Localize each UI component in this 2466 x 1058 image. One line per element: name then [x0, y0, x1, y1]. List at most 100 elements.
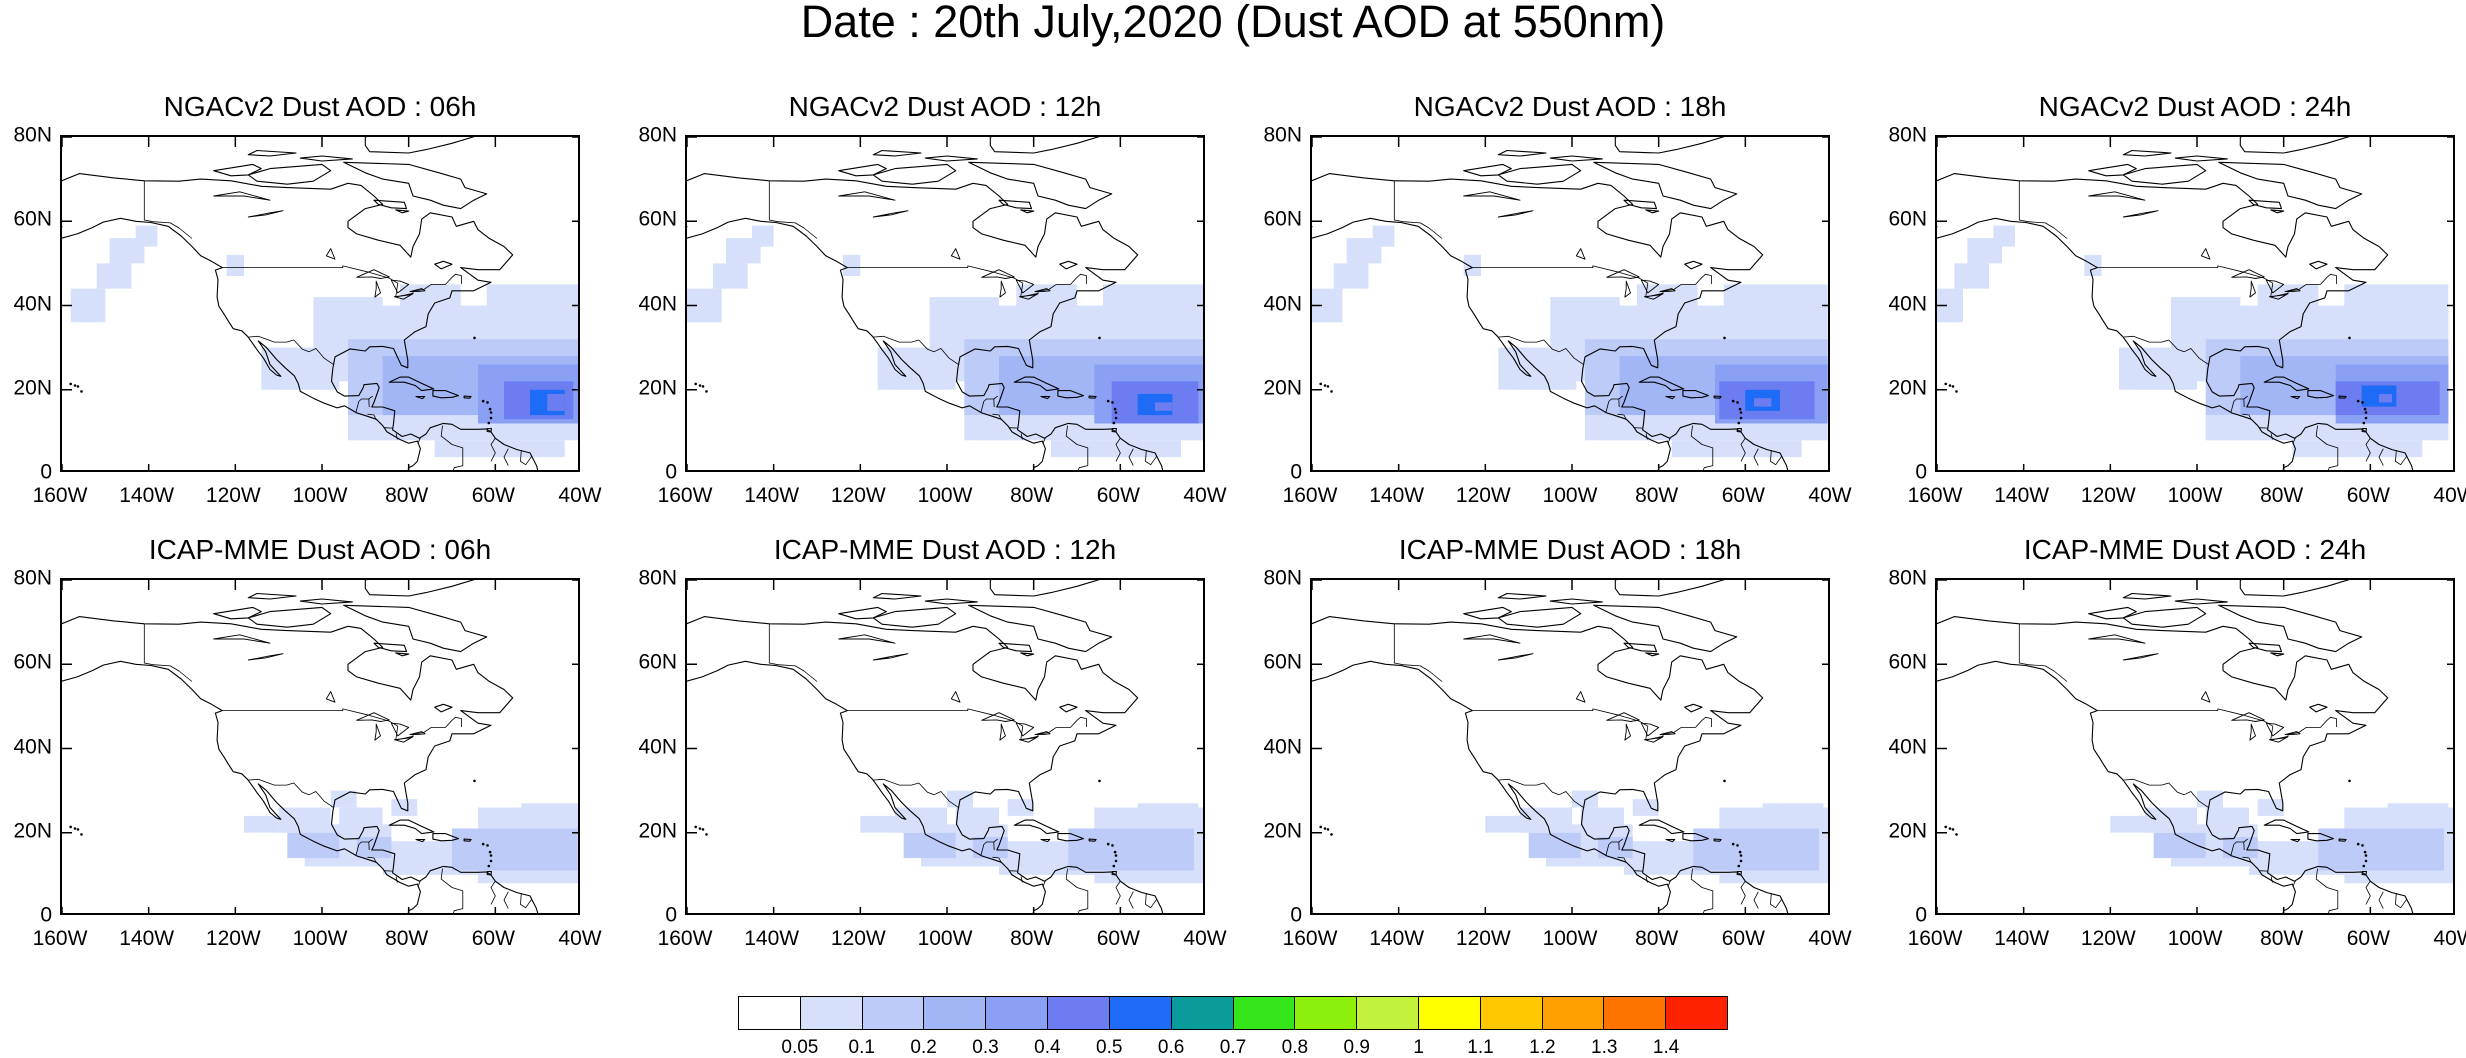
- lat-tick-label: 60N: [1875, 209, 1927, 230]
- lon-tick-label: 120W: [206, 928, 261, 949]
- lat-tick-label: 40N: [0, 293, 52, 314]
- lon-tick-label: 100W: [1543, 485, 1598, 506]
- colorbar-label: 0.7: [1220, 1038, 1246, 1057]
- lon-tick-label: 100W: [293, 485, 348, 506]
- island-outline: [2123, 164, 2205, 184]
- island-outline: [1464, 164, 1512, 175]
- lon-tick-label: 140W: [744, 928, 799, 949]
- island-outline: [248, 151, 296, 157]
- island-dot: [1330, 390, 1333, 393]
- coastline: [1937, 639, 2295, 915]
- island-dot: [1723, 337, 1726, 340]
- lat-tick-label: 60N: [625, 209, 677, 230]
- island-dot: [74, 827, 77, 830]
- lake-outline: [2266, 723, 2283, 736]
- island-outline: [839, 607, 887, 618]
- island-outline: [2240, 580, 2361, 596]
- colorbar-swatch: [1110, 997, 1172, 1029]
- map-svg: [687, 580, 1205, 915]
- lon-tick-label: 40W: [558, 485, 601, 506]
- country-border: [1741, 881, 1745, 904]
- aod-cell: [2110, 816, 2145, 833]
- island-dot: [488, 865, 491, 868]
- island-dot: [2365, 411, 2368, 414]
- island-dot: [1327, 828, 1330, 831]
- island-outline: [2089, 607, 2137, 618]
- lon-tick-label: 160W: [1908, 485, 1963, 506]
- lat-tick-label: 40N: [1875, 736, 1927, 757]
- panel-title: NGACv2 Dust AOD : 18h: [1310, 93, 1830, 121]
- island-dot: [1736, 844, 1739, 847]
- panel-title: NGACv2 Dust AOD : 06h: [60, 93, 580, 121]
- island-dot: [486, 401, 489, 404]
- island-outline: [969, 162, 1112, 208]
- aod-cell: [1633, 799, 1659, 816]
- island-dot: [2348, 337, 2351, 340]
- lon-tick-label: 100W: [918, 485, 973, 506]
- island-dot: [489, 851, 492, 854]
- colorbar-label: 0.3: [972, 1038, 998, 1057]
- island-dot: [1098, 337, 1101, 340]
- map-svg: [1312, 580, 1830, 915]
- island-dot: [1330, 833, 1333, 836]
- aod-cell: [452, 829, 578, 871]
- lon-tick-label: 80W: [1635, 485, 1678, 506]
- lake-outline: [2201, 692, 2210, 703]
- lat-tick-label: 20N: [1250, 377, 1302, 398]
- island-dot: [1111, 401, 1114, 404]
- lat-tick-label: 20N: [625, 820, 677, 841]
- island-outline: [1639, 820, 1684, 834]
- colorbar-label: 0.5: [1096, 1038, 1122, 1057]
- lon-tick-label: 80W: [2260, 928, 2303, 949]
- lat-tick-label: 0: [0, 462, 52, 483]
- colorbar-label: 0.6: [1158, 1038, 1184, 1057]
- lon-tick-label: 60W: [1097, 928, 1140, 949]
- island-dot: [1949, 384, 1952, 387]
- island-dot: [80, 390, 83, 393]
- island-outline: [873, 607, 955, 627]
- island-outline: [435, 261, 452, 269]
- colorbar-label: 0.1: [849, 1038, 875, 1057]
- aod-cell: [1008, 799, 1034, 816]
- island-dot: [2363, 865, 2366, 868]
- island-dot: [705, 833, 708, 836]
- coastline: [1312, 639, 1670, 915]
- lat-tick-label: 80N: [1250, 125, 1302, 146]
- country-border: [769, 181, 817, 239]
- island-outline: [1594, 162, 1737, 208]
- country-border: [2379, 892, 2383, 909]
- aod-cell: [1598, 837, 1633, 858]
- panel-title: ICAP-MME Dust AOD : 12h: [685, 536, 1205, 564]
- lon-tick-label: 140W: [1369, 928, 1424, 949]
- lat-tick-label: 20N: [1250, 820, 1302, 841]
- island-outline: [1021, 210, 1034, 213]
- island-dot: [694, 826, 697, 829]
- aod-cell: [227, 255, 244, 276]
- island-dot: [77, 828, 80, 831]
- map-svg: [687, 137, 1205, 472]
- island-outline: [2123, 151, 2171, 157]
- island-outline: [873, 594, 921, 600]
- country-border: [2096, 709, 2337, 740]
- island-outline: [2271, 210, 2284, 213]
- aod-cell: [843, 255, 860, 276]
- island-dot: [1111, 844, 1114, 847]
- island-dot: [2348, 780, 2351, 783]
- dust-aod-field: [244, 791, 580, 884]
- country-border: [1066, 869, 1088, 915]
- lon-tick-label: 40W: [1183, 928, 1226, 949]
- colorbar-swatch: [1604, 997, 1666, 1029]
- lake-outline: [2089, 192, 2145, 200]
- island-outline: [2123, 594, 2171, 600]
- colorbar-label: 1.4: [1653, 1038, 1679, 1057]
- island-dot: [2365, 860, 2368, 863]
- lake-outline: [375, 281, 381, 297]
- lake-outline: [2250, 281, 2256, 297]
- country-border: [2019, 181, 2067, 239]
- island-dot: [490, 417, 493, 420]
- island-outline: [214, 164, 262, 175]
- country-border: [1668, 881, 1671, 887]
